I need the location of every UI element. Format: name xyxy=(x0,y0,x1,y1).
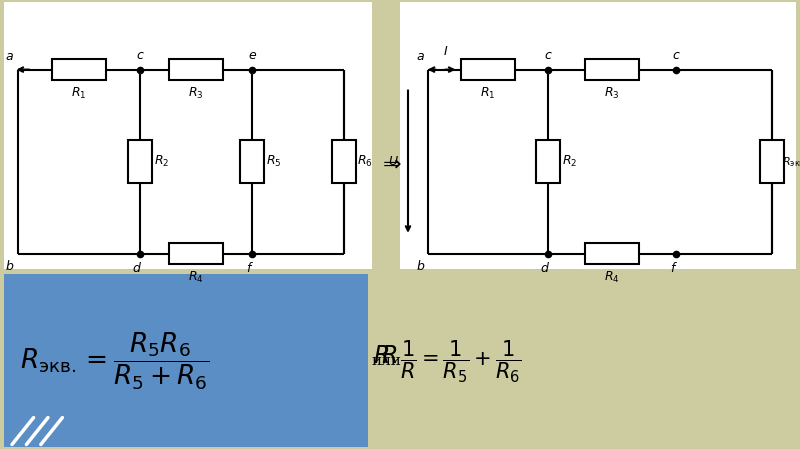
Text: U: U xyxy=(389,155,398,168)
Bar xyxy=(169,59,223,80)
Bar xyxy=(461,59,515,80)
Text: c: c xyxy=(673,48,679,62)
Text: d: d xyxy=(540,262,548,275)
Text: d: d xyxy=(132,262,140,275)
Bar xyxy=(240,140,264,183)
Text: a: a xyxy=(6,50,14,63)
Bar xyxy=(400,2,796,269)
Text: $R_{\rm экв}$: $R_{\rm экв}$ xyxy=(782,155,800,168)
Text: $R_{\rm экв.} = \dfrac{R_5 R_6}{R_5 + R_6}$: $R_{\rm экв.} = \dfrac{R_5 R_6}{R_5 + R_… xyxy=(20,331,209,392)
Text: $R_2$: $R_2$ xyxy=(154,154,170,169)
Bar xyxy=(760,140,784,183)
Bar xyxy=(536,140,560,183)
Text: или: или xyxy=(371,354,401,369)
Text: $R_4$: $R_4$ xyxy=(604,270,620,285)
Text: f: f xyxy=(246,262,250,275)
Text: $R_2$: $R_2$ xyxy=(562,154,578,169)
Text: $R_1$: $R_1$ xyxy=(71,86,86,101)
Text: $R_5$: $R_5$ xyxy=(266,154,282,169)
Text: a: a xyxy=(416,50,424,63)
Text: $R_3$: $R_3$ xyxy=(188,86,204,101)
Bar xyxy=(4,2,372,269)
Text: c: c xyxy=(545,48,551,62)
Bar xyxy=(4,274,368,447)
Text: $R\!\!R$: $R\!\!R$ xyxy=(373,344,398,368)
Text: $R_1$: $R_1$ xyxy=(480,86,496,101)
Text: e: e xyxy=(248,48,256,62)
Bar xyxy=(585,243,639,264)
Text: b: b xyxy=(6,260,14,273)
Bar xyxy=(128,140,152,183)
Text: $\Rightarrow$: $\Rightarrow$ xyxy=(378,154,402,174)
Bar xyxy=(169,243,223,264)
Text: $R_4$: $R_4$ xyxy=(188,270,204,285)
Text: $R_6$: $R_6$ xyxy=(357,154,373,169)
Text: I: I xyxy=(444,45,447,58)
Bar xyxy=(51,59,106,80)
Text: $R_3$: $R_3$ xyxy=(604,86,620,101)
Bar xyxy=(585,59,639,80)
Text: b: b xyxy=(416,260,424,273)
Text: $\dfrac{1}{R} = \dfrac{1}{R_5} + \dfrac{1}{R_6}$: $\dfrac{1}{R} = \dfrac{1}{R_5} + \dfrac{… xyxy=(400,339,522,384)
Text: c: c xyxy=(137,48,143,62)
Bar xyxy=(332,140,356,183)
Text: f: f xyxy=(670,262,674,275)
